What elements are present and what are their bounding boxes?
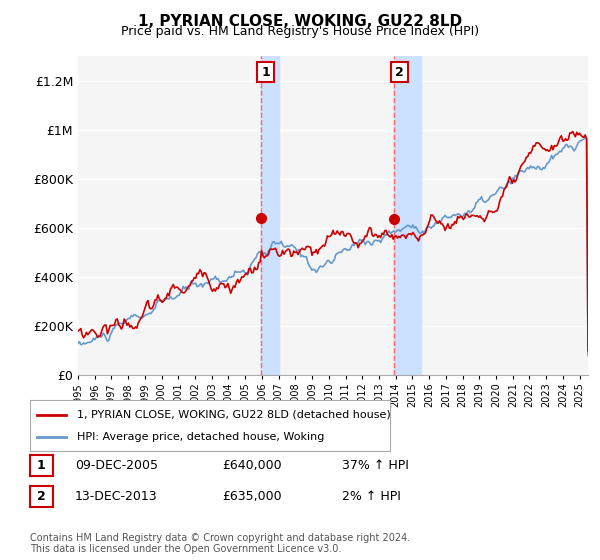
Bar xyxy=(394,56,421,375)
Text: Price paid vs. HM Land Registry's House Price Index (HPI): Price paid vs. HM Land Registry's House … xyxy=(121,25,479,38)
Text: 1, PYRIAN CLOSE, WOKING, GU22 8LD: 1, PYRIAN CLOSE, WOKING, GU22 8LD xyxy=(138,14,462,29)
Text: HPI: Average price, detached house, Woking: HPI: Average price, detached house, Woki… xyxy=(77,432,324,442)
Text: 1: 1 xyxy=(37,459,46,472)
Text: 2: 2 xyxy=(395,66,404,78)
Text: £635,000: £635,000 xyxy=(222,489,281,503)
Text: 13-DEC-2013: 13-DEC-2013 xyxy=(75,489,158,503)
Bar xyxy=(260,56,278,375)
Text: Contains HM Land Registry data © Crown copyright and database right 2024.
This d: Contains HM Land Registry data © Crown c… xyxy=(30,533,410,554)
Text: 2: 2 xyxy=(37,489,46,503)
Text: 1, PYRIAN CLOSE, WOKING, GU22 8LD (detached house): 1, PYRIAN CLOSE, WOKING, GU22 8LD (detac… xyxy=(77,409,391,419)
Text: 09-DEC-2005: 09-DEC-2005 xyxy=(75,459,158,472)
Text: 37% ↑ HPI: 37% ↑ HPI xyxy=(342,459,409,472)
Text: 1: 1 xyxy=(261,66,270,78)
Text: £640,000: £640,000 xyxy=(222,459,281,472)
Text: 2% ↑ HPI: 2% ↑ HPI xyxy=(342,489,401,503)
